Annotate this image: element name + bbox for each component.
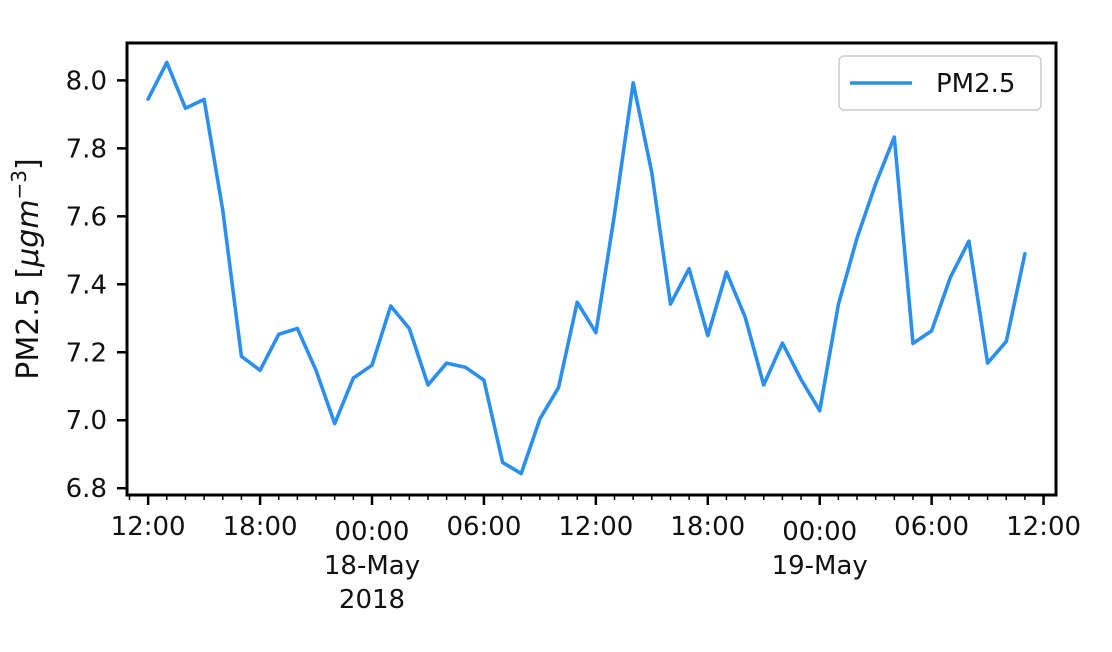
y-tick-label: 8.0 bbox=[66, 66, 107, 96]
x-axis-ticks: 12:00 18:00 00:00 18-May 2018 06:00 12:00 18:00… bbox=[111, 495, 1081, 615]
pm25-series-line bbox=[146, 60, 1027, 476]
plot-frame bbox=[125, 41, 1058, 497]
legend: PM2.5 bbox=[838, 55, 1042, 111]
x-tick-sublabel: 19-May bbox=[772, 551, 868, 581]
x-tick-label: 12:00 bbox=[111, 512, 186, 542]
x-tick-label: 06:00 bbox=[446, 512, 521, 542]
y-tick-label: 7.6 bbox=[66, 202, 107, 232]
y-tick-label: 7.2 bbox=[66, 338, 107, 368]
x-tick-label: 00:00 bbox=[335, 517, 410, 547]
y-tick-label: 7.0 bbox=[66, 406, 107, 436]
y-axis-ticks: 6.8 7.0 7.2 7.4 7.6 7.8 8.0 bbox=[66, 66, 127, 504]
x-tick-label: 00:00 bbox=[782, 517, 857, 547]
x-tick-label: 12:00 bbox=[1006, 512, 1081, 542]
y-axis-title: PM2.5 [μgm−3] bbox=[7, 158, 46, 380]
legend-box bbox=[838, 55, 1042, 111]
x-tick-label: 18:00 bbox=[670, 512, 745, 542]
y-tick-label: 7.4 bbox=[66, 270, 107, 300]
y-tick-label: 7.8 bbox=[66, 134, 107, 164]
x-tick-sublabel: 18-May bbox=[324, 551, 420, 581]
x-tick-label: 12:00 bbox=[558, 512, 633, 542]
legend-label-pm25: PM2.5 bbox=[936, 69, 1015, 99]
x-tick-label: 18:00 bbox=[223, 512, 298, 542]
x-tick-sublabel: 2018 bbox=[339, 585, 405, 615]
y-tick-label: 6.8 bbox=[66, 474, 107, 504]
x-tick-label: 06:00 bbox=[894, 512, 969, 542]
